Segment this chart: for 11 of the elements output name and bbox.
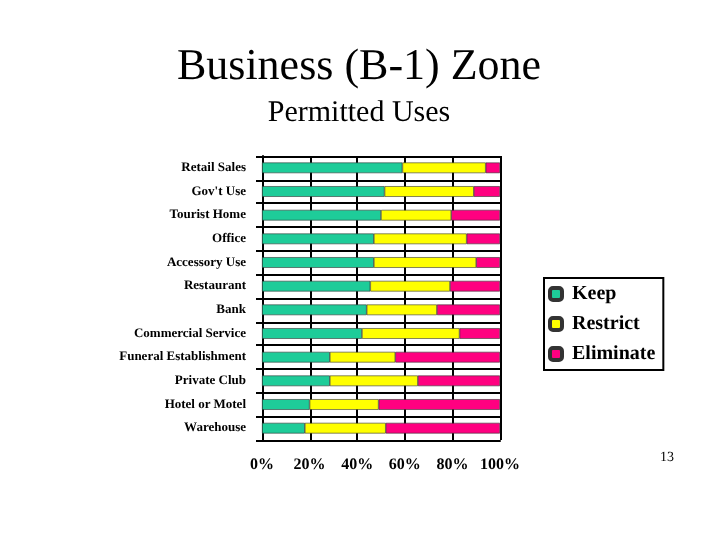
x-tick-label: 80% <box>436 455 469 473</box>
legend-label: Keep <box>572 283 618 305</box>
chart-subtitle: Permitted Uses <box>267 97 451 129</box>
x-tick-label: 40% <box>341 455 374 473</box>
x-tick-label: 60% <box>388 455 421 473</box>
x-tick-label: 100% <box>480 455 520 473</box>
legend-label: Restrict <box>572 313 642 335</box>
chart-title: Business (B-1) Zone <box>176 39 542 89</box>
legend-label: Eliminate <box>572 343 657 365</box>
x-tick-label: 20% <box>293 455 326 473</box>
x-tick-label: 0% <box>250 455 274 473</box>
